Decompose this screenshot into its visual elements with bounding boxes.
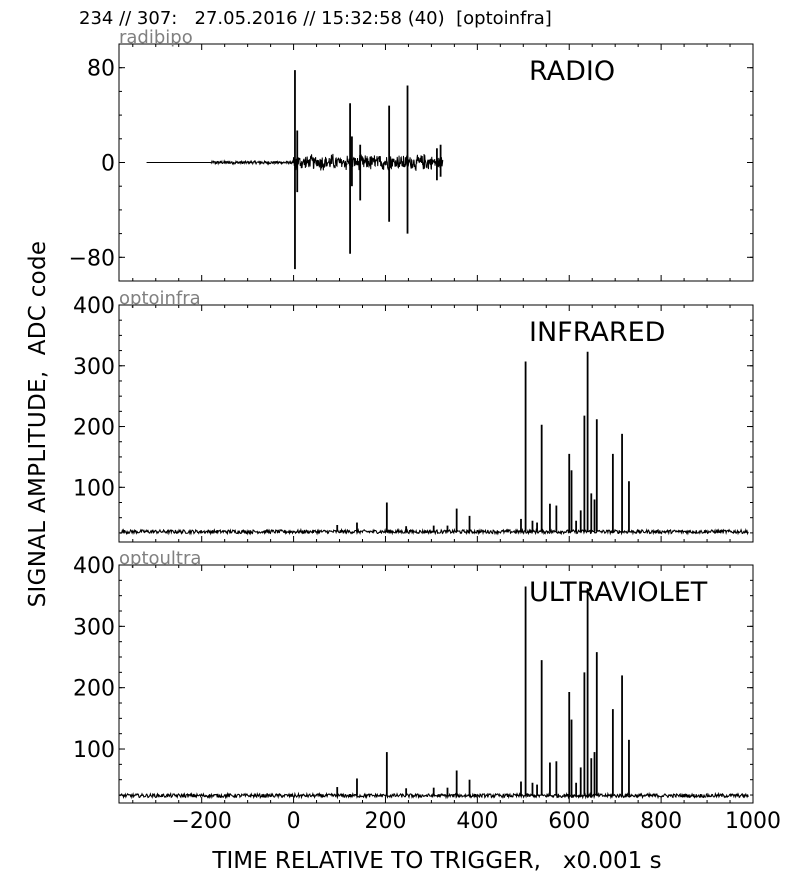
y-axis-label: SIGNAL AMPLITUDE, ADC code xyxy=(25,240,51,608)
x-tick-label: 800 xyxy=(640,809,682,834)
signal-trace xyxy=(210,153,444,172)
y-tick-label: 400 xyxy=(73,554,115,579)
channel-label: optoultra xyxy=(119,548,201,569)
channel-label: optoinfra xyxy=(119,288,201,309)
signal-trace xyxy=(119,791,749,800)
y-tick-label: 300 xyxy=(73,615,115,640)
y-tick-label: −80 xyxy=(69,246,115,271)
x-tick-label: 400 xyxy=(456,809,498,834)
panel-title: ULTRAVIOLET xyxy=(529,577,708,608)
x-tick-label: 200 xyxy=(364,809,406,834)
y-tick-label: 200 xyxy=(73,677,115,702)
panel-title: INFRARED xyxy=(529,317,665,348)
x-axis-label: TIME RELATIVE TO TRIGGER, x0.001 s xyxy=(212,848,662,874)
plot-frame xyxy=(118,304,754,543)
x-tick-label: 600 xyxy=(548,809,590,834)
y-tick-label: 0 xyxy=(101,152,115,177)
y-tick-label: 400 xyxy=(73,294,115,319)
panel-title: RADIO xyxy=(529,56,615,87)
plot-frame xyxy=(118,564,754,804)
signal-trace xyxy=(119,527,749,536)
channel-label: radibipo xyxy=(119,27,193,48)
x-tick-label: −200 xyxy=(171,809,231,834)
x-tick-label: 1000 xyxy=(725,809,781,834)
header-info: 234 // 307: 27.05.2016 // 15:32:58 (40) … xyxy=(79,8,552,29)
y-tick-label: 300 xyxy=(73,355,115,380)
y-tick-label: 100 xyxy=(73,476,115,501)
x-tick-label: 0 xyxy=(287,809,301,834)
y-tick-label: 100 xyxy=(73,738,115,763)
y-tick-label: 80 xyxy=(87,57,115,82)
y-tick-label: 200 xyxy=(73,416,115,441)
